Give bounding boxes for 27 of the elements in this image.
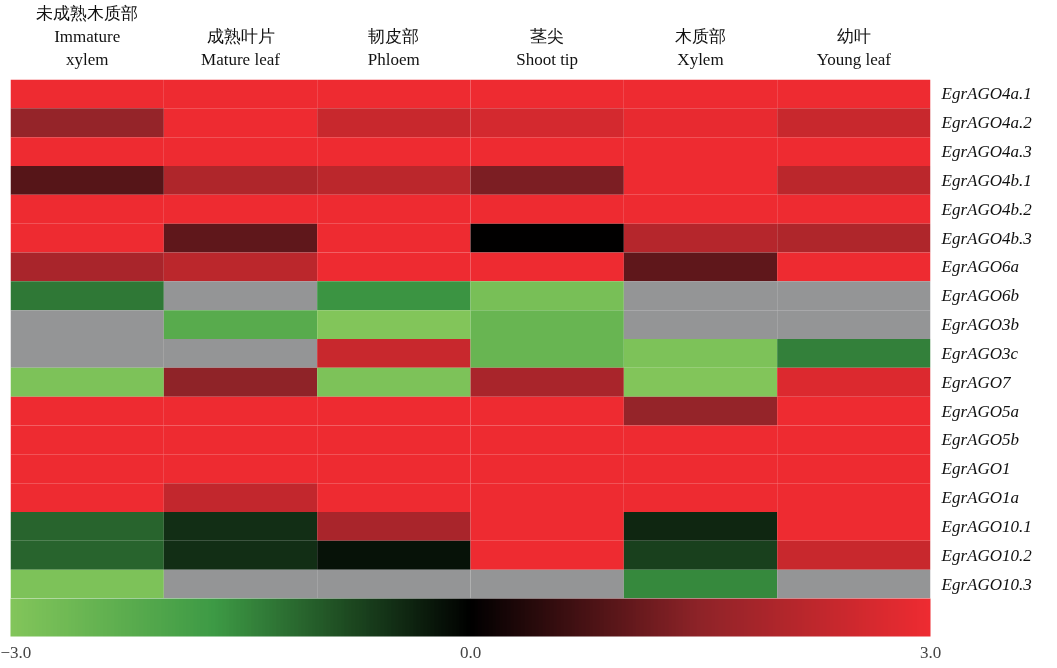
color-bar-label: 3.0 — [919, 642, 942, 662]
y-tick-label: EgrAGO6a — [940, 257, 1019, 277]
y-tick-label: EgrAGO4b.2 — [940, 199, 1033, 219]
y-tick-label: EgrAGO10.3 — [940, 574, 1032, 594]
y-tick-label: EgrAGO1a — [940, 488, 1019, 508]
y-tick-label: EgrAGO4a.3 — [940, 142, 1032, 162]
y-tick-label: EgrAGO4b.3 — [940, 228, 1032, 248]
color-bar-label: 0.0 — [459, 642, 482, 662]
y-tick-label: EgrAGO10.2 — [940, 545, 1033, 565]
x-tick-label: 成熟叶片 Mature leaf — [201, 26, 281, 69]
y-tick-label: EgrAGO1 — [940, 459, 1011, 479]
x-tick-label: 木质部 Xylem — [675, 26, 726, 69]
y-tick-label: EgrAGO4a.2 — [940, 113, 1033, 133]
y-tick-label: EgrAGO7 — [940, 372, 1012, 392]
y-tick-label: EgrAGO6b — [940, 286, 1019, 306]
x-tick-label: 幼叶 Young leaf — [816, 26, 892, 69]
color-bar-label: −3.0 — [0, 642, 32, 662]
y-tick-label: EgrAGO5b — [940, 430, 1019, 450]
y-tick-label: EgrAGO10.1 — [940, 516, 1032, 536]
x-tick-label: 韧皮部 Phloem — [367, 26, 420, 69]
y-tick-label: EgrAGO3b — [940, 315, 1019, 335]
y-tick-label: EgrAGO4a.1 — [940, 84, 1032, 104]
x-tick-label: 未成熟木质部 Immature xylem — [36, 3, 139, 69]
y-tick-label: EgrAGO4b.1 — [940, 170, 1032, 190]
y-tick-label: EgrAGO3c — [940, 343, 1019, 363]
x-tick-label: 茎尖 Shoot tip — [516, 26, 579, 69]
y-tick-label: EgrAGO5a — [940, 401, 1019, 421]
